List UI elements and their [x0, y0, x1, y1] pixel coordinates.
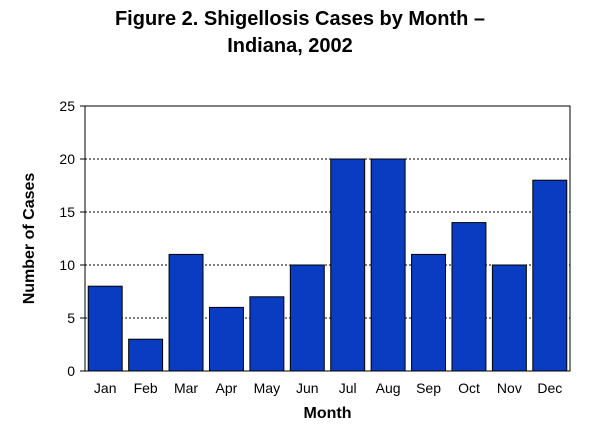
- x-tick-label: Feb: [134, 380, 158, 396]
- x-tick-label: Jan: [94, 380, 117, 396]
- y-tick-label: 15: [59, 204, 75, 220]
- y-axis-label: Number of Cases: [21, 173, 38, 305]
- chart-title-line2: Indiana, 2002: [227, 35, 353, 57]
- bar-feb: [128, 338, 164, 372]
- x-tick-label: Dec: [537, 380, 562, 396]
- x-tick-label: Apr: [216, 380, 238, 396]
- y-tick-label: 10: [59, 257, 75, 273]
- bar-jul: [330, 158, 366, 372]
- bar-may: [249, 296, 285, 372]
- y-tick-label: 0: [67, 363, 75, 379]
- x-axis-label: Month: [304, 405, 352, 422]
- y-tick-label: 25: [59, 98, 75, 114]
- bar-mar: [168, 253, 204, 372]
- chart-title-line1: Figure 2. Shigellosis Cases by Month –: [114, 8, 486, 30]
- x-tick-label: Sep: [416, 380, 441, 396]
- bar-dec: [532, 179, 568, 372]
- x-tick-label: Nov: [497, 380, 522, 396]
- bar-jan: [87, 285, 123, 372]
- x-tick-label: Mar: [174, 380, 198, 396]
- x-tick-label: Jul: [339, 380, 357, 396]
- x-tick-label: Oct: [458, 380, 480, 396]
- bar-oct: [451, 222, 487, 372]
- bar-sep: [411, 253, 447, 372]
- bar-jun: [289, 264, 325, 372]
- bar-aug: [370, 158, 406, 372]
- x-tick-label: Jun: [296, 380, 319, 396]
- y-tick-label: 20: [59, 151, 75, 167]
- x-tick-label: May: [254, 380, 280, 396]
- y-tick-label: 5: [67, 310, 75, 326]
- bar-nov: [491, 264, 527, 372]
- bar-apr: [208, 306, 244, 372]
- plot-border: [84, 105, 571, 372]
- x-tick-label: Aug: [376, 380, 401, 396]
